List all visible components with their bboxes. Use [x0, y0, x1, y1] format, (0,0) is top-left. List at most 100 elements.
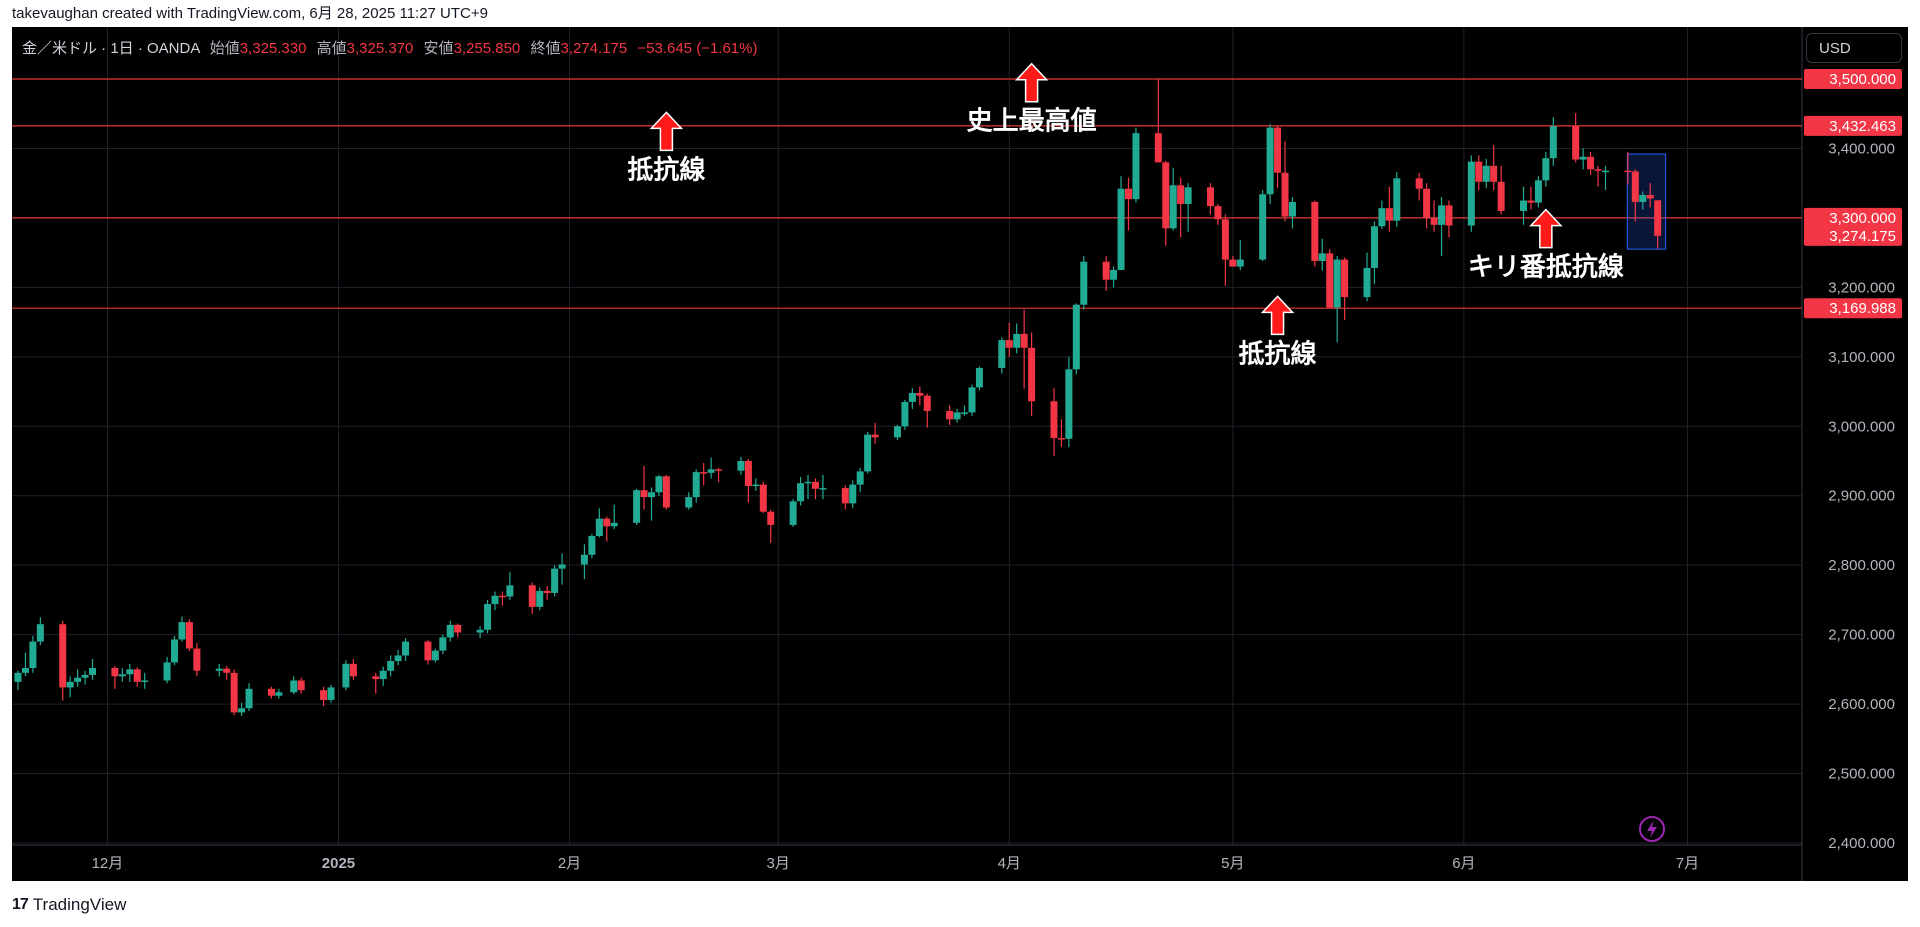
candle [998, 337, 1006, 374]
candle-body [1124, 188, 1132, 200]
candle-body [1393, 178, 1401, 221]
candle-body [126, 669, 134, 675]
candle-body [1274, 127, 1282, 173]
candle-body [707, 469, 715, 473]
candle-body [1177, 185, 1185, 205]
price-label-badge [1804, 115, 1902, 136]
low-value: 3,255.850 [453, 40, 521, 57]
candle [1072, 303, 1080, 375]
candle [692, 469, 700, 503]
candle [953, 408, 961, 423]
candle-body [961, 412, 969, 414]
candle-body [811, 481, 819, 489]
candle [1259, 190, 1267, 261]
candle-body [1050, 401, 1058, 439]
time-axis: 12月 2025 2月 3月 4月 5月 6月 7月 [92, 816, 1699, 872]
annotation-label: キリ番抵抗線 [1468, 252, 1624, 282]
candle [1438, 197, 1446, 257]
candle-body [230, 672, 238, 713]
candle-body [387, 661, 395, 671]
candle-body [603, 518, 611, 527]
candle-body [1311, 201, 1319, 261]
candle [856, 467, 864, 493]
candle-body [1266, 127, 1274, 195]
candle-body [1154, 133, 1162, 163]
candle-body [118, 674, 126, 677]
price-tick-label: 3,400.000 [1828, 140, 1895, 157]
candle [819, 474, 827, 500]
candle [1341, 257, 1349, 321]
candle [1005, 322, 1013, 357]
chart-area[interactable] [12, 27, 1908, 881]
candle [1117, 176, 1125, 270]
annotation: 史上最高値 [967, 62, 1097, 136]
annotation: キリ番抵抗線 [1468, 208, 1624, 282]
candle-body [841, 488, 849, 504]
candle-body [36, 624, 44, 642]
candle-body [752, 484, 760, 487]
candle [841, 485, 849, 510]
red-up-arrow-icon [1014, 62, 1049, 103]
time-tick-label: 4月 [998, 855, 1021, 872]
candle [178, 616, 186, 642]
candle-body [245, 688, 253, 709]
candle-body [171, 639, 179, 663]
candle [1423, 183, 1431, 229]
close-value: 3,274.175 [560, 40, 628, 57]
tradingview-logo[interactable]: 17 TradingView [12, 895, 126, 915]
candle [1490, 144, 1498, 191]
grid [12, 27, 1803, 881]
candle [1654, 200, 1662, 249]
candle-body [446, 624, 454, 638]
time-tick-label: 7月 [1676, 855, 1699, 872]
change-value: −53.645 (−1.61%) [637, 40, 758, 57]
candle-body [1005, 340, 1013, 348]
candle-body [297, 680, 305, 691]
candle-body [111, 667, 119, 677]
price-tick-label: 3,100.000 [1828, 349, 1895, 366]
candle-body [640, 490, 648, 498]
candle [290, 676, 298, 695]
candle-body [1162, 162, 1170, 229]
candle-body [1110, 270, 1118, 280]
candle-body [1654, 200, 1662, 236]
candle-body [185, 622, 193, 649]
candle-body [14, 672, 22, 682]
candle [1110, 266, 1118, 288]
candle-body [1259, 194, 1267, 260]
candle [1378, 200, 1386, 230]
candle-body [1520, 200, 1528, 211]
candle [797, 476, 805, 506]
candle-body [267, 688, 275, 696]
currency-button[interactable]: USD [1806, 33, 1902, 63]
candle [431, 648, 439, 663]
candle-body [744, 461, 752, 487]
candle-body [871, 434, 879, 438]
candle [1102, 256, 1110, 291]
candle [267, 686, 275, 699]
candle-body [379, 670, 387, 680]
candle [1080, 256, 1088, 310]
candle-body [1646, 194, 1654, 199]
candles [14, 79, 1667, 716]
candle [498, 591, 506, 606]
chart-credit: takevaughan created with TradingView.com… [12, 5, 488, 22]
candle-body [789, 501, 797, 525]
candle [454, 623, 462, 638]
candle-body [402, 641, 410, 656]
candle-body [737, 461, 745, 471]
candle [1549, 117, 1557, 166]
candle-body [916, 392, 924, 396]
candle-body [1214, 206, 1222, 220]
red-up-arrow-icon [1260, 295, 1295, 336]
candle [789, 499, 797, 527]
time-tick-label: 12月 [92, 855, 124, 872]
candle-body [21, 667, 29, 673]
candle [320, 686, 328, 707]
candle-body [1438, 205, 1446, 225]
candle [1415, 172, 1423, 201]
price-tick-label: 2,800.000 [1828, 557, 1895, 574]
candle [640, 465, 648, 510]
candle-body [484, 604, 492, 630]
